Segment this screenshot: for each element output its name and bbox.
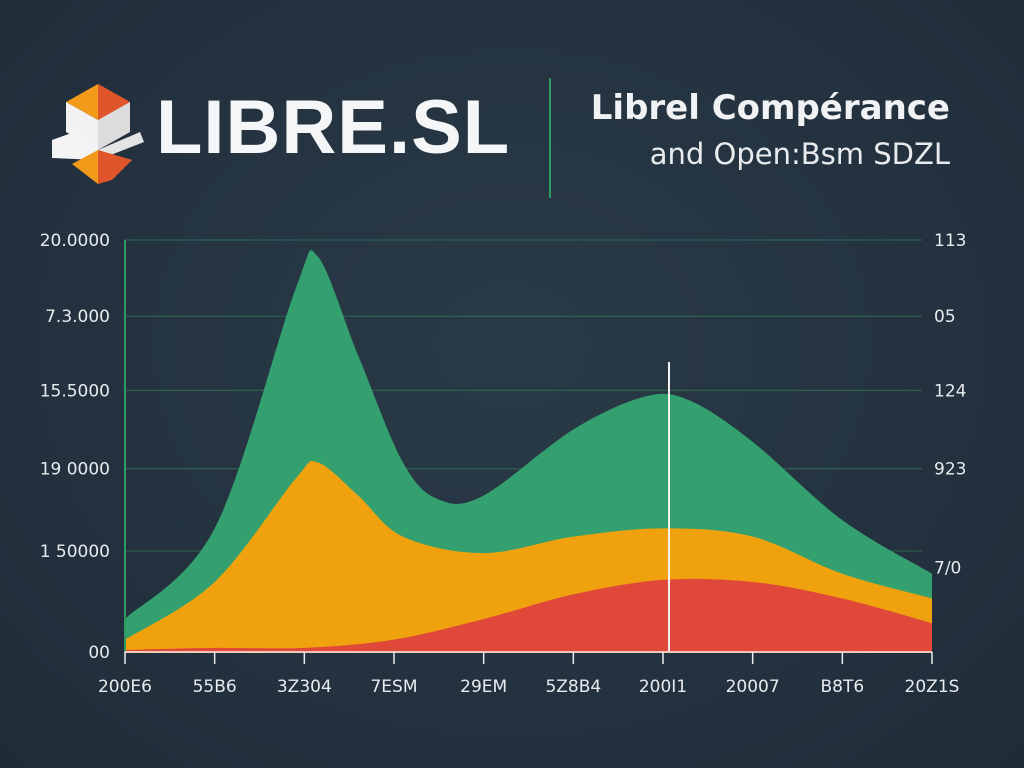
x-tick-label: 3Z304 [277,677,332,697]
y-tick-label-left: 15.5000 [40,381,110,401]
x-tick-label: 20Z1S [905,677,960,697]
chart-title: Librel Compérance [590,88,950,128]
y-tick-label-right: 923 [934,460,966,480]
x-tick-label: 200I1 [639,677,687,697]
logo-cube-icon [52,84,144,184]
x-tick-label: 29EM [460,677,507,697]
x-tick-label: 7ESM [370,677,417,697]
y-tick-label-right: 7/0 [934,559,961,579]
x-tick-label: 20007 [726,677,780,697]
header-divider [549,78,551,198]
x-tick-label: 5Z8B4 [545,677,601,697]
y-tick-label-left: 00 [88,643,110,663]
chart-subtitle: and Open:Bsm SDZL [649,137,950,171]
x-tick-label: 200E6 [98,677,152,697]
y-tick-label-left: 7.3.000 [45,307,110,327]
logo-text: LIBRE.SL [156,85,511,170]
x-tick-label: 55B6 [193,677,237,697]
x-tick-label: B8T6 [820,677,864,697]
y-tick-label-right: 113 [934,231,966,251]
y-tick-label-left: 20.0000 [40,231,110,251]
y-tick-label-left: 19 0000 [40,460,110,480]
y-tick-label-right: 05 [934,307,956,327]
y-tick-label-right: 124 [934,381,966,401]
area-series-3 [125,578,932,652]
y-tick-label-left: 1 50000 [40,542,110,562]
